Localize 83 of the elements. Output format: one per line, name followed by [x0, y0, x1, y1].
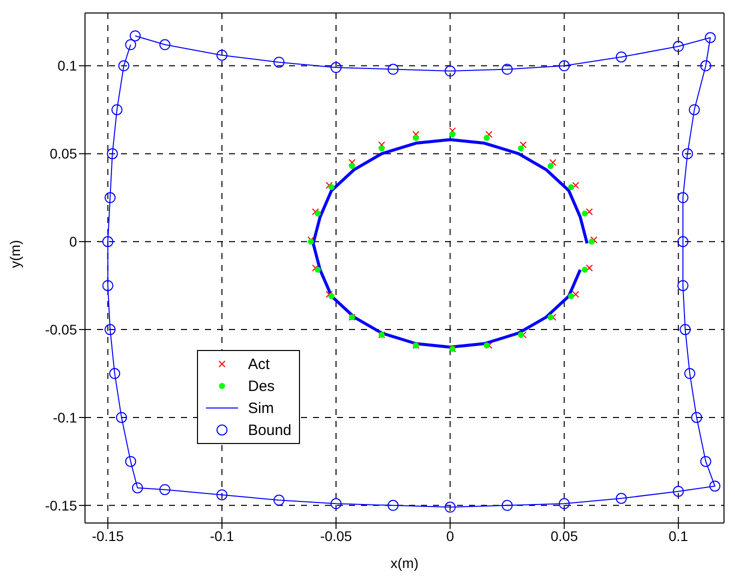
- point: [582, 266, 588, 273]
- point: [502, 64, 513, 75]
- point: [688, 104, 700, 116]
- point: [159, 39, 170, 50]
- x-tick-label: 0.1: [668, 528, 688, 544]
- legend-label: Sim: [248, 400, 274, 416]
- point: [125, 39, 136, 50]
- y-tick-label: 0.1: [58, 58, 78, 74]
- point: [616, 51, 627, 62]
- point: [388, 500, 399, 511]
- x-tick-label: -0.1: [210, 528, 234, 544]
- point: [684, 368, 696, 380]
- point: [568, 184, 574, 190]
- point: [616, 492, 627, 504]
- legend-label: Des: [248, 378, 275, 394]
- x-tick-label: 0: [446, 528, 454, 544]
- point: [568, 293, 574, 300]
- point: [125, 456, 136, 467]
- point: [104, 192, 116, 204]
- point: [308, 238, 314, 245]
- point: [314, 210, 321, 216]
- point: [412, 134, 419, 141]
- x-tick-label: -0.05: [320, 528, 352, 544]
- point: [328, 293, 334, 300]
- point: [502, 500, 513, 511]
- point: [111, 104, 122, 116]
- y-tick-label: 0: [69, 234, 78, 250]
- point: [444, 502, 456, 513]
- point: [558, 498, 570, 510]
- point: [106, 148, 118, 160]
- point: [130, 30, 141, 42]
- point: [588, 238, 595, 245]
- point: [704, 32, 716, 44]
- point: [216, 489, 228, 500]
- point: [548, 163, 554, 169]
- point: [102, 236, 114, 248]
- point: [118, 60, 130, 72]
- point: [116, 412, 128, 423]
- point: [273, 494, 284, 506]
- y-tick-label: -0.05: [45, 322, 78, 338]
- point: [672, 40, 684, 52]
- x-tick-label: -0.15: [92, 528, 124, 544]
- point: [314, 266, 321, 273]
- point: [484, 134, 490, 141]
- point: [159, 484, 170, 496]
- point: [709, 480, 720, 492]
- point: [104, 324, 116, 336]
- point: [677, 236, 688, 248]
- y-tick-label: 0.05: [50, 146, 78, 162]
- point: [558, 60, 570, 72]
- point: [700, 60, 712, 72]
- x-tick-label: 0.05: [550, 528, 578, 544]
- y-tick-label: -0.15: [45, 497, 78, 514]
- point: [102, 280, 114, 292]
- point: [677, 192, 688, 204]
- point: [700, 456, 712, 467]
- point: [548, 314, 554, 320]
- x-axis-title: x(m): [390, 555, 418, 571]
- point: [682, 148, 693, 160]
- y-axis-title: y(m): [6, 240, 23, 268]
- point: [444, 66, 456, 77]
- point: [330, 498, 342, 510]
- point: [216, 50, 228, 61]
- point: [109, 368, 120, 380]
- point: [349, 163, 356, 169]
- point: [518, 332, 524, 338]
- point: [388, 64, 399, 75]
- point: [518, 145, 524, 152]
- point: [330, 62, 342, 74]
- y-tick-label: -0.1: [52, 409, 78, 426]
- point: [677, 280, 688, 292]
- point: [672, 486, 684, 497]
- point: [582, 210, 588, 216]
- point: [691, 412, 702, 423]
- legend-label: Bound: [248, 422, 292, 438]
- point: [680, 324, 691, 336]
- point: [484, 342, 490, 348]
- legend-label: Act: [248, 356, 270, 372]
- point: [449, 131, 456, 138]
- point: [328, 184, 334, 190]
- point: [378, 145, 385, 152]
- point: [132, 482, 143, 494]
- point: [273, 56, 284, 68]
